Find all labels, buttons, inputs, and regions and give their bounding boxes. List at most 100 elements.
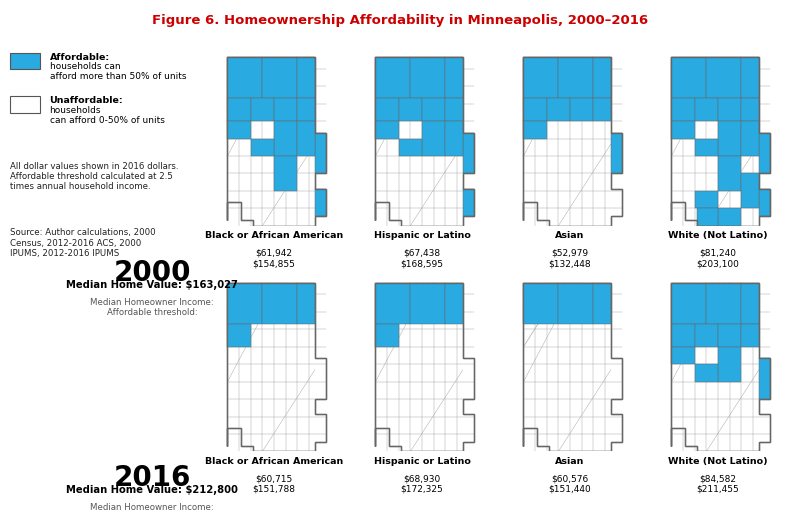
Polygon shape <box>742 57 758 98</box>
Text: $168,595: $168,595 <box>401 259 443 268</box>
Text: White (Not Latino): White (Not Latino) <box>668 231 768 240</box>
Polygon shape <box>694 364 718 382</box>
Polygon shape <box>523 57 558 98</box>
Text: Asian: Asian <box>555 457 585 466</box>
Polygon shape <box>671 283 770 451</box>
Polygon shape <box>718 98 742 121</box>
Polygon shape <box>694 98 718 121</box>
Polygon shape <box>422 98 446 121</box>
Polygon shape <box>523 283 622 451</box>
Polygon shape <box>274 121 298 156</box>
Polygon shape <box>523 121 546 139</box>
Polygon shape <box>558 283 594 324</box>
Polygon shape <box>742 121 758 156</box>
Text: Median Home Value: $163,027: Median Home Value: $163,027 <box>66 280 238 289</box>
Polygon shape <box>671 283 706 324</box>
Text: $81,240: $81,240 <box>699 249 737 258</box>
Polygon shape <box>398 139 422 156</box>
Polygon shape <box>697 208 718 226</box>
Text: Median Homeowner Income:: Median Homeowner Income: <box>90 503 214 512</box>
Polygon shape <box>250 98 274 121</box>
Polygon shape <box>694 191 718 208</box>
Polygon shape <box>274 156 298 191</box>
Text: $211,455: $211,455 <box>697 485 739 494</box>
Polygon shape <box>758 359 770 399</box>
Polygon shape <box>594 98 610 121</box>
Text: Median Homeowner Income:: Median Homeowner Income: <box>90 298 214 307</box>
Polygon shape <box>227 57 326 226</box>
Polygon shape <box>610 133 622 173</box>
Polygon shape <box>375 57 474 226</box>
Polygon shape <box>742 98 758 121</box>
Text: Affordable:: Affordable: <box>50 53 110 62</box>
Text: $154,855: $154,855 <box>253 259 295 268</box>
Text: Source: Author calculations, 2000
Census, 2012-2016 ACS, 2000
IPUMS, 2012-2016 I: Source: Author calculations, 2000 Census… <box>10 228 155 258</box>
Polygon shape <box>446 121 462 156</box>
Polygon shape <box>262 283 298 324</box>
Polygon shape <box>250 139 274 156</box>
Polygon shape <box>375 283 410 324</box>
Polygon shape <box>314 188 326 216</box>
Text: All dollar values shown in 2016 dollars.
Affordable threshold calculated at 2.5
: All dollar values shown in 2016 dollars.… <box>10 162 178 191</box>
Polygon shape <box>446 57 462 98</box>
Polygon shape <box>758 188 770 216</box>
Text: $172,325: $172,325 <box>401 485 443 494</box>
Text: $52,979: $52,979 <box>551 249 589 258</box>
Polygon shape <box>446 283 462 324</box>
Text: 2016: 2016 <box>114 464 190 492</box>
Text: Hispanic or Latino: Hispanic or Latino <box>374 457 470 466</box>
Polygon shape <box>694 324 718 347</box>
Polygon shape <box>718 156 742 191</box>
Text: households
can afford 0-50% of units: households can afford 0-50% of units <box>50 106 165 125</box>
Text: Affordable threshold:: Affordable threshold: <box>106 308 198 317</box>
Polygon shape <box>410 283 446 324</box>
Polygon shape <box>671 57 770 226</box>
Text: Unaffordable:: Unaffordable: <box>50 96 123 106</box>
Polygon shape <box>546 98 570 121</box>
Polygon shape <box>523 57 622 226</box>
Polygon shape <box>227 324 250 347</box>
Polygon shape <box>671 57 706 98</box>
Polygon shape <box>570 98 594 121</box>
Polygon shape <box>462 133 474 173</box>
Polygon shape <box>558 57 594 98</box>
Polygon shape <box>718 324 742 347</box>
Polygon shape <box>298 98 314 121</box>
Text: households can
afford more than 50% of units: households can afford more than 50% of u… <box>50 62 186 82</box>
Polygon shape <box>706 283 742 324</box>
Text: $67,438: $67,438 <box>403 249 441 258</box>
Polygon shape <box>742 173 758 208</box>
Polygon shape <box>742 324 758 347</box>
Text: Hispanic or Latino: Hispanic or Latino <box>374 231 470 240</box>
Polygon shape <box>227 283 262 324</box>
Polygon shape <box>227 98 250 121</box>
Text: $203,100: $203,100 <box>697 259 739 268</box>
Polygon shape <box>298 283 314 324</box>
Polygon shape <box>594 57 610 98</box>
Polygon shape <box>694 139 718 156</box>
Text: $60,576: $60,576 <box>551 475 589 484</box>
Text: White (Not Latino): White (Not Latino) <box>668 457 768 466</box>
Polygon shape <box>410 57 446 98</box>
Polygon shape <box>671 121 694 139</box>
Polygon shape <box>227 283 326 451</box>
Text: $84,582: $84,582 <box>699 475 737 484</box>
Text: Figure 6. Homeownership Affordability in Minneapolis, 2000–2016: Figure 6. Homeownership Affordability in… <box>152 14 648 27</box>
Polygon shape <box>718 121 742 156</box>
Polygon shape <box>298 121 314 156</box>
Text: Asian: Asian <box>555 231 585 240</box>
Text: 2000: 2000 <box>114 259 190 287</box>
Text: $68,930: $68,930 <box>403 475 441 484</box>
Text: $151,440: $151,440 <box>549 485 591 494</box>
Polygon shape <box>446 98 462 121</box>
Polygon shape <box>594 283 610 324</box>
Polygon shape <box>375 283 474 451</box>
Polygon shape <box>375 121 398 139</box>
Polygon shape <box>422 121 446 156</box>
Text: Black or African American: Black or African American <box>205 231 343 240</box>
Polygon shape <box>262 57 298 98</box>
Polygon shape <box>523 283 558 324</box>
Text: $61,942: $61,942 <box>255 249 293 258</box>
Polygon shape <box>671 347 694 364</box>
Polygon shape <box>758 133 770 173</box>
